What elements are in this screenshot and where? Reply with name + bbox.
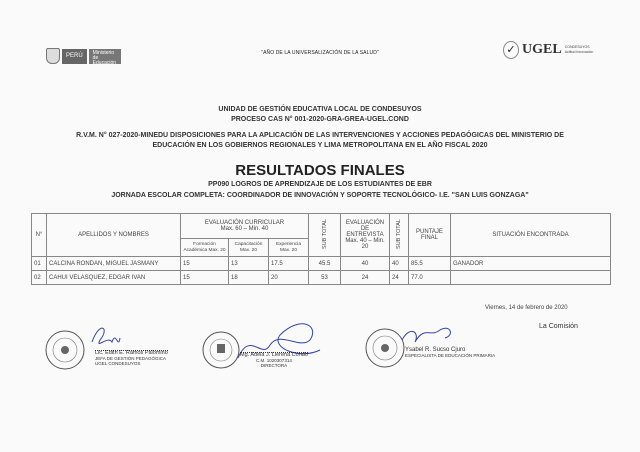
cell-subtotal: 45.5	[308, 256, 341, 271]
signature-block-3: Ysabel R. Sucso Cjuro ESPECIALISTA DE ED…	[405, 347, 496, 358]
cell-situation: GANADOR	[450, 256, 611, 271]
header-training: Capacitación Max. 20	[228, 238, 269, 257]
signature-block-2: Mg. Adela J. Llerena Condo C.M. 10203073…	[240, 352, 308, 368]
results-table: N° APELLIDOS Y NOMBRES EVALUACIÓN CURRIC…	[31, 213, 611, 285]
interview-label: EVALUACIÓN DE ENTREVISTA	[345, 220, 385, 238]
header-situation: SITUACIÓN ENCONTRADA	[450, 213, 611, 257]
ugel-sub1: CONDESUYOS	[564, 45, 590, 49]
signer-name: Mg. Adela J. Llerena Condo	[240, 352, 308, 358]
commission-label: La Comisión	[539, 323, 578, 330]
cell-final: 77.0	[408, 270, 451, 285]
header-subtotal: SUB TOTAL	[308, 213, 341, 257]
doc-sub2: JORNADA ESCOLAR COMPLETA: COORDINADOR DE…	[111, 192, 529, 199]
cell-experience: 17.5	[268, 256, 309, 271]
doc-line4: EDUCACIÓN EN LOS GOBIERNOS REGIONALES Y …	[152, 142, 488, 149]
cell-name: CALCINA RONDAN, MIGUEL JASMANY	[46, 256, 181, 271]
cell-training: 18	[228, 270, 269, 285]
minedu-logo: PERÚ Ministerio de Educación	[46, 48, 121, 65]
stamp-icon	[45, 330, 85, 370]
header-curricular: EVALUACIÓN CURRICULAR Max. 60 – Min. 40	[180, 213, 309, 239]
cell-no: 02	[31, 270, 47, 285]
signer-role: DIRECTORA	[260, 363, 288, 368]
subtotal2-label: SUB TOTAL	[396, 219, 402, 249]
header-interview: EVALUACIÓN DE ENTREVISTA Max. 40 – Min. 2…	[340, 213, 390, 257]
doc-line1: UNIDAD DE GESTIÓN EDUCATIVA LOCAL DE CON…	[218, 106, 422, 113]
ministry-label: Ministerio de Educación	[88, 48, 121, 65]
cell-training: 13	[228, 256, 269, 271]
stamp-icon	[365, 328, 405, 368]
signature-block-1: Lic. Edith E. Ramos Palomino JEFA DE GES…	[95, 350, 168, 366]
doc-line3: R.V.M. N° 027-2020-MINEDU DISPOSICIONES …	[76, 132, 564, 139]
signer-name: Lic. Edith E. Ramos Palomino	[95, 350, 168, 356]
signer-cm: C.M. 1020307314	[256, 358, 292, 363]
table-row: 01 CALCINA RONDAN, MIGUEL JASMANY 15 13 …	[31, 256, 611, 271]
signature-3-icon	[401, 327, 451, 343]
doc-line2: PROCESO CAS N° 001-2020-GRA-GREA-UGEL.CO…	[231, 116, 409, 123]
cell-interview: 40	[340, 256, 390, 271]
curricular-range: Max. 60 – Min. 40	[220, 226, 269, 232]
date: Viernes, 14 de febrero de 2020	[485, 305, 568, 311]
table-row: 02 CAHUI VELASQUEZ, EDGAR IVAN 15 18 20 …	[31, 270, 611, 285]
cell-formation: 15	[180, 270, 229, 285]
signature-2-icon	[237, 323, 321, 359]
year-motto: "AÑO DE LA UNIVERSALIZACIÓN DE LA SALUD"	[261, 50, 379, 56]
cell-experience: 20	[268, 270, 309, 285]
cell-name: CAHUI VELASQUEZ, EDGAR IVAN	[46, 270, 181, 285]
header-name: APELLIDOS Y NOMBRES	[46, 213, 181, 257]
cell-interview: 24	[340, 270, 390, 285]
signer-name: Ysabel R. Sucso Cjuro	[405, 347, 466, 353]
curricular-label: EVALUACIÓN CURRICULAR	[204, 220, 285, 226]
cell-subtotal2: 24	[389, 270, 409, 285]
doc-sub1: PP090 LOGROS DE APRENDIZAJE DE LOS ESTUD…	[208, 181, 432, 188]
header-no: N°	[31, 213, 47, 257]
header-experience: Experiencia Max. 20	[268, 238, 309, 257]
cell-formation: 15	[180, 256, 229, 271]
signer-org: UGEL CONDESUYOS	[95, 361, 141, 366]
page-title: RESULTADOS FINALES	[235, 162, 405, 179]
signature-1-icon	[91, 327, 121, 345]
peru-label: PERÚ	[62, 48, 87, 64]
cell-situation	[450, 270, 611, 285]
subtotal-label: SUB TOTAL	[321, 219, 328, 249]
stamp-icon	[202, 331, 240, 369]
cell-subtotal: 53	[308, 270, 341, 285]
peru-crest-icon	[46, 48, 60, 64]
ugel-title: UGEL	[522, 42, 562, 57]
cell-final: 85.5	[408, 256, 451, 271]
cell-subtotal2: 40	[389, 256, 409, 271]
header-subtotal2: SUB TOTAL	[389, 213, 409, 257]
signer-role: JEFA DE GESTIÓN PEDAGÓGICA	[95, 356, 167, 361]
signatures-graphic	[45, 323, 451, 370]
ugel-sub2: Actitud Innovación	[564, 50, 594, 54]
header-final: PUNTAJE FINAL	[408, 213, 451, 257]
interview-range: Max. 40 – Min. 20	[345, 238, 385, 250]
checkmark-icon: ✓	[503, 41, 519, 59]
header-formation: Formación Académica Max. 20	[180, 238, 229, 257]
signer-role: ESPECIALISTA DE EDUCACIÓN PRIMARIA	[405, 353, 496, 358]
ugel-logo: ✓ UGEL CONDESUYOS Actitud Innovación	[503, 41, 593, 59]
cell-no: 01	[31, 256, 47, 271]
